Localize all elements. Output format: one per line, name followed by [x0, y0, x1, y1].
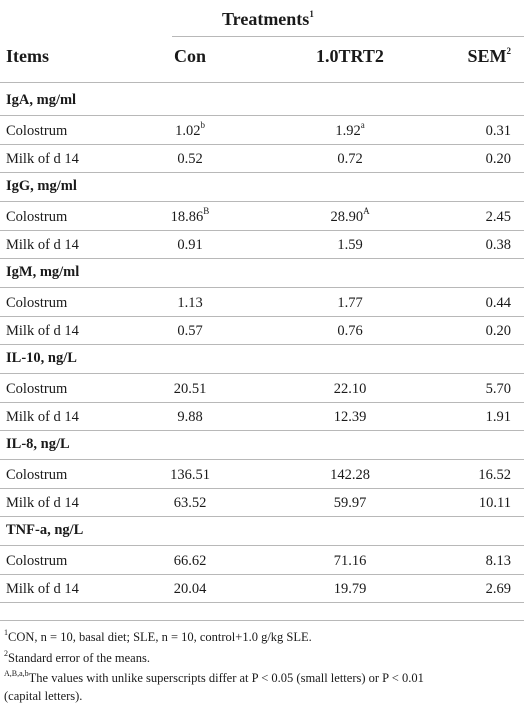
cell-con: 0.57 — [177, 323, 203, 339]
row-label: Colostrum — [6, 467, 68, 483]
row-divider — [0, 402, 524, 403]
row-divider — [0, 172, 524, 173]
cell-con: 9.88 — [177, 409, 203, 425]
cell-sem: 16.52 — [478, 467, 511, 483]
row-label: Colostrum — [6, 553, 68, 569]
cell-con: 20.04 — [173, 581, 207, 597]
cell-sem: 10.11 — [478, 495, 511, 511]
row-divider — [0, 115, 524, 116]
cell-trt: 12.39 — [333, 409, 367, 425]
cell-trt: 0.76 — [337, 323, 363, 339]
cell-con: 20.51 — [173, 381, 207, 397]
section-title: IL-8, ng/L — [6, 436, 70, 452]
cell-con: 0.52 — [177, 151, 203, 167]
footnote-1: 1CON, n = 10, basal diet; SLE, n = 10, c… — [4, 627, 312, 644]
row-label: Milk of d 14 — [6, 323, 79, 339]
cell-trt: 142.28 — [330, 467, 370, 483]
row-divider — [0, 430, 524, 431]
cell-trt: 71.16 — [333, 553, 367, 569]
cell-trt: 1.59 — [337, 237, 363, 253]
cell-sem: 1.91 — [485, 409, 511, 425]
cell-sem: 0.20 — [485, 323, 511, 339]
row-divider — [0, 516, 524, 517]
cell-sem: 5.70 — [485, 381, 511, 397]
row-label: Colostrum — [6, 295, 68, 311]
cell-trt: 22.10 — [333, 381, 367, 397]
table-bottom-rule — [0, 620, 524, 621]
cell-con: 1.13 — [177, 295, 203, 311]
column-header-trt: 1.0TRT2 — [316, 46, 384, 66]
row-label: Milk of d 14 — [6, 495, 79, 511]
cell-sem: 0.31 — [485, 123, 511, 139]
cell-sem: 0.44 — [485, 295, 511, 311]
cell-con: 1.02b — [175, 120, 205, 139]
column-header-items: Items — [6, 46, 49, 66]
cell-con: 18.86B — [170, 206, 210, 225]
row-label: Colostrum — [6, 123, 68, 139]
row-label: Milk of d 14 — [6, 151, 79, 167]
cell-trt: 1.77 — [337, 295, 363, 311]
row-label: Milk of d 14 — [6, 409, 79, 425]
cell-con: 66.62 — [173, 553, 207, 569]
treatments-span-rule — [172, 36, 524, 37]
row-divider — [0, 545, 524, 546]
cell-sem: 0.20 — [485, 151, 511, 167]
cell-con: 136.51 — [170, 467, 210, 483]
section-title: IgM, mg/ml — [6, 264, 80, 280]
cell-sem: 8.13 — [485, 553, 511, 569]
section-title: IL-10, ng/L — [6, 350, 77, 366]
row-divider — [0, 316, 524, 317]
footnote-3: A,B,a,bThe values with unlike superscrip… — [4, 668, 424, 704]
cell-trt: 59.97 — [333, 495, 367, 511]
cell-con: 63.52 — [173, 495, 207, 511]
column-header-sem: SEM2 — [467, 46, 511, 66]
section-title: TNF-a, ng/L — [6, 522, 84, 538]
row-divider — [0, 602, 524, 603]
cell-sem: 2.45 — [485, 209, 511, 225]
cell-trt: 1.92a — [335, 120, 365, 139]
row-label: Colostrum — [6, 381, 68, 397]
row-divider — [0, 373, 524, 374]
cell-con: 0.91 — [177, 237, 203, 253]
row-divider — [0, 574, 524, 575]
footnote-2: 2Standard error of the means. — [4, 648, 150, 665]
column-header-con: Con — [173, 46, 206, 66]
row-divider — [0, 287, 524, 288]
cell-trt: 0.72 — [337, 151, 363, 167]
cell-trt: 28.90A — [330, 206, 370, 225]
row-divider — [0, 258, 524, 259]
section-title: IgA, mg/ml — [6, 92, 77, 108]
row-divider — [0, 488, 524, 489]
cell-sem: 2.69 — [485, 581, 511, 597]
row-label: Milk of d 14 — [6, 237, 79, 253]
row-divider — [0, 344, 524, 345]
row-divider — [0, 230, 524, 231]
treatments-group-header: Treatments1 — [222, 9, 314, 29]
row-divider — [0, 459, 524, 460]
row-divider — [0, 144, 524, 145]
header-bottom-rule — [0, 82, 524, 83]
cell-sem: 0.38 — [485, 237, 511, 253]
row-divider — [0, 201, 524, 202]
cell-trt: 19.79 — [333, 581, 367, 597]
row-label: Colostrum — [6, 209, 68, 225]
section-title: IgG, mg/ml — [6, 178, 77, 194]
row-label: Milk of d 14 — [6, 581, 79, 597]
